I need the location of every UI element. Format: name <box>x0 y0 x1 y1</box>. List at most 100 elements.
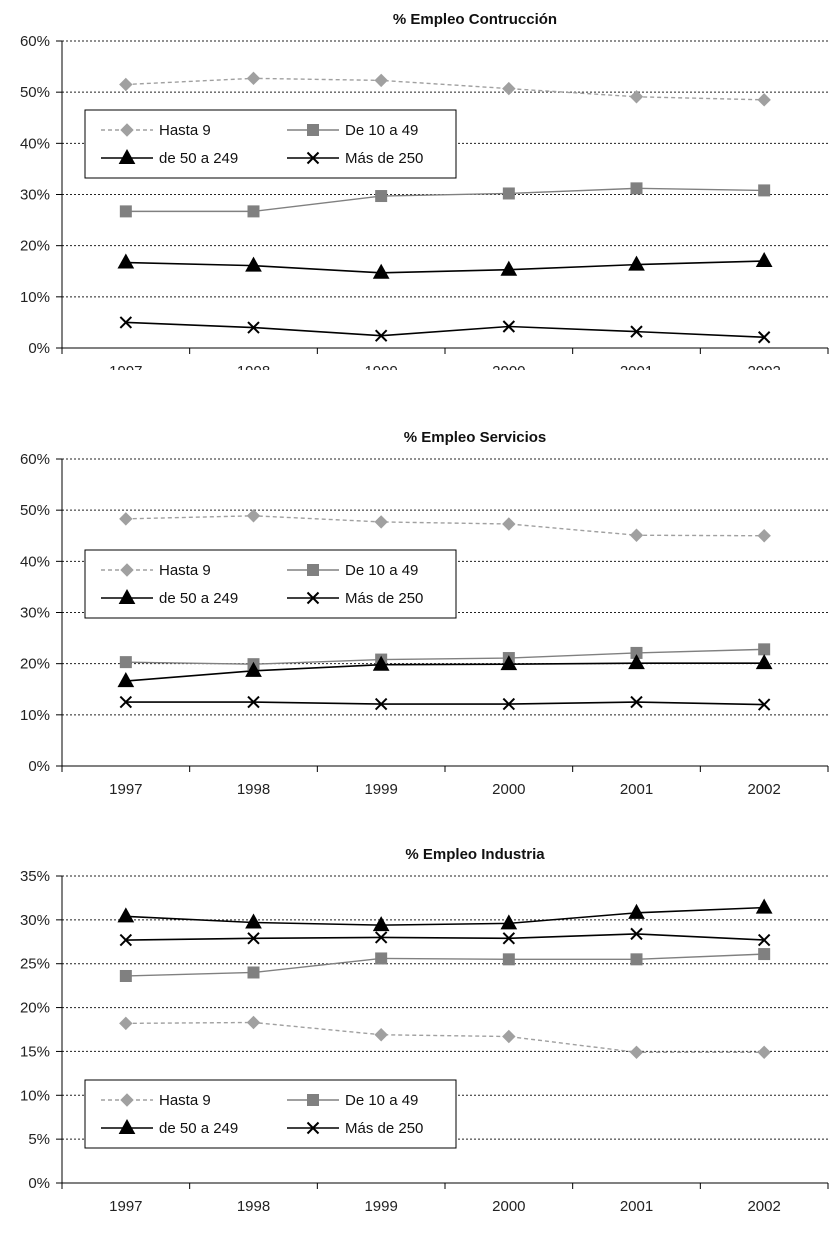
data-point <box>375 190 388 203</box>
data-point <box>119 933 133 947</box>
legend-label: Más de 250 <box>345 1120 423 1137</box>
data-point <box>246 1015 261 1030</box>
y-tick-label: 10% <box>20 289 50 306</box>
x-tick-label: 2000 <box>492 781 525 798</box>
x-marker-stroke <box>502 320 516 333</box>
y-tick-label: 10% <box>20 707 50 724</box>
data-point <box>502 320 516 333</box>
data-point <box>758 643 771 656</box>
legend-label: Hasta 9 <box>159 562 211 579</box>
legend-box <box>84 549 457 619</box>
y-tick-label: 60% <box>20 451 50 468</box>
data-point <box>372 916 390 932</box>
y-tick-label: 50% <box>20 84 50 101</box>
data-point <box>502 81 516 96</box>
y-tick-label: 0% <box>28 758 50 775</box>
y-tick-label: 0% <box>28 1175 50 1192</box>
data-point <box>245 661 262 677</box>
series-line <box>125 260 765 274</box>
data-point <box>119 512 133 526</box>
data-point <box>119 1016 133 1031</box>
y-tick-label: 30% <box>20 912 50 929</box>
legend: Hasta 9 De 10 a 49 de 50 a 249 Más de 250 <box>84 549 457 619</box>
chart-industria: % Empleo Industria 0% 5% 10% 15% 20% 25% 30% 35%… <box>20 846 829 1215</box>
legend-marker <box>307 1094 319 1106</box>
series-x <box>119 316 771 344</box>
legend-marker <box>307 124 319 136</box>
y-tick-label: 50% <box>20 502 50 519</box>
legend-label: Más de 250 <box>345 590 423 607</box>
legend: Hasta 9 De 10 a 49 de 50 a 249 Más de 250 <box>84 1079 457 1149</box>
x-tick-label: 1998 <box>237 363 270 370</box>
series-square <box>119 182 771 218</box>
x-tick-label: 1999 <box>364 363 397 370</box>
series-x <box>119 695 771 711</box>
legend-box <box>84 109 457 179</box>
x-marker-stroke <box>247 695 260 709</box>
chart-servicios: % Empleo Servicios 0% 10% 20% 30% 40% 50% 60% 19… <box>20 429 829 798</box>
data-point <box>629 528 644 542</box>
data-point <box>629 1045 644 1060</box>
data-point <box>374 1028 388 1042</box>
data-point <box>119 969 132 982</box>
data-point <box>758 948 771 961</box>
series-square <box>119 643 771 671</box>
y-tick-label: 5% <box>28 1131 50 1148</box>
y-tick-label: 30% <box>20 605 50 622</box>
data-point <box>119 656 132 669</box>
data-point <box>374 73 388 88</box>
series-line <box>125 187 765 213</box>
x-marker-stroke <box>757 933 771 947</box>
data-point <box>500 260 518 276</box>
legend-marker <box>118 588 136 604</box>
legend-label: de 50 a 249 <box>159 150 238 167</box>
data-point <box>630 182 643 195</box>
data-point <box>119 205 132 218</box>
data-point <box>500 655 518 671</box>
y-tick-label: 60% <box>20 33 50 50</box>
x-marker-stroke <box>247 932 260 945</box>
x-tick-label: 1997 <box>109 1198 142 1215</box>
x-marker-stroke <box>630 927 643 941</box>
data-point <box>758 184 771 197</box>
data-point <box>628 255 645 271</box>
y-tick-label: 25% <box>20 956 50 973</box>
series-line <box>125 648 765 665</box>
data-point <box>757 529 771 543</box>
series-square <box>119 948 771 982</box>
legend-marker <box>306 151 320 165</box>
legend-box <box>84 1079 457 1149</box>
series-diamond <box>119 71 771 107</box>
data-point <box>247 205 260 218</box>
x-marker-stroke <box>374 931 388 944</box>
data-point <box>119 695 133 709</box>
series-line <box>125 906 765 926</box>
data-point <box>755 898 773 914</box>
chart-title: % Empleo Industria <box>405 846 545 863</box>
legend-marker <box>120 563 134 577</box>
legend-marker <box>118 148 136 164</box>
data-point <box>502 932 516 945</box>
data-point <box>628 654 645 670</box>
legend-label: de 50 a 249 <box>159 590 238 607</box>
series-diamond <box>119 509 771 543</box>
data-point <box>245 913 262 929</box>
data-point <box>372 655 390 671</box>
data-point <box>117 253 135 269</box>
data-point <box>374 931 388 944</box>
x-marker-stroke <box>374 697 388 711</box>
series-triangle <box>117 898 773 932</box>
series-line <box>125 662 765 682</box>
x-marker-stroke <box>119 316 133 329</box>
data-point <box>117 907 135 923</box>
data-point <box>117 672 135 688</box>
y-tick-label: 10% <box>20 1087 50 1104</box>
legend-label: de 50 a 249 <box>159 1120 238 1137</box>
series-diamond <box>119 1015 771 1060</box>
data-point <box>247 321 260 334</box>
x-tick-label: 1997 <box>109 781 142 798</box>
series-line <box>125 321 765 339</box>
data-point <box>246 71 261 86</box>
data-point <box>500 914 518 930</box>
